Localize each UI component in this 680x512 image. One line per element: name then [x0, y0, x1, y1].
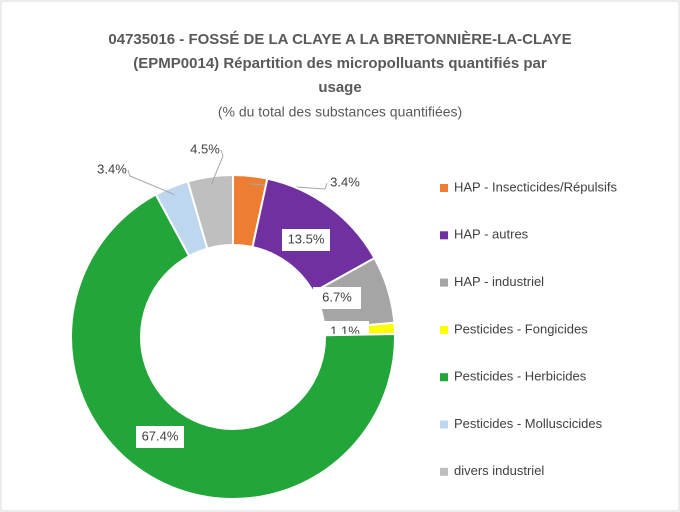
label-box — [313, 287, 361, 309]
legend-label: HAP - industriel — [454, 274, 544, 289]
legend-label: HAP - Insecticides/Répulsifs — [454, 179, 618, 194]
legend-swatch — [440, 467, 448, 476]
leader-line — [210, 149, 224, 185]
chart-subtitle: (% du total des substances quantifiées) — [218, 104, 462, 120]
legend-swatch — [440, 184, 448, 192]
data-label: 4.5% — [190, 141, 220, 156]
legend-label: Pesticides - Molluscicides — [454, 416, 603, 431]
legend-swatch — [440, 420, 448, 429]
legend-label: divers industriel — [454, 463, 544, 478]
data-label: 3.4% — [330, 174, 360, 189]
label-box — [282, 229, 330, 251]
data-label: 67.4% — [142, 428, 179, 443]
chart-title: usage — [318, 79, 361, 96]
legend-swatch — [440, 373, 448, 382]
leader-line — [127, 169, 175, 195]
legend-label: Pesticides - Fongicides — [454, 321, 588, 336]
donut-slice — [70, 193, 396, 500]
legend-swatch — [440, 278, 448, 287]
legend-label: HAP - autres — [454, 227, 529, 242]
chart-title: (EPMP0014) Répartition des micropolluant… — [133, 55, 547, 72]
data-label: 6.7% — [322, 289, 352, 304]
legend-swatch — [440, 231, 448, 240]
donut-slice — [186, 173, 234, 250]
data-label: 3.4% — [97, 161, 127, 176]
data-label: 13.5% — [288, 231, 325, 246]
chart-title: 04735016 - FOSSÉ DE LA CLAYE A LA BRETON… — [108, 31, 571, 48]
legend-label: Pesticides - Herbicides — [454, 369, 587, 384]
label-box — [136, 426, 184, 448]
legend-swatch — [440, 325, 448, 334]
